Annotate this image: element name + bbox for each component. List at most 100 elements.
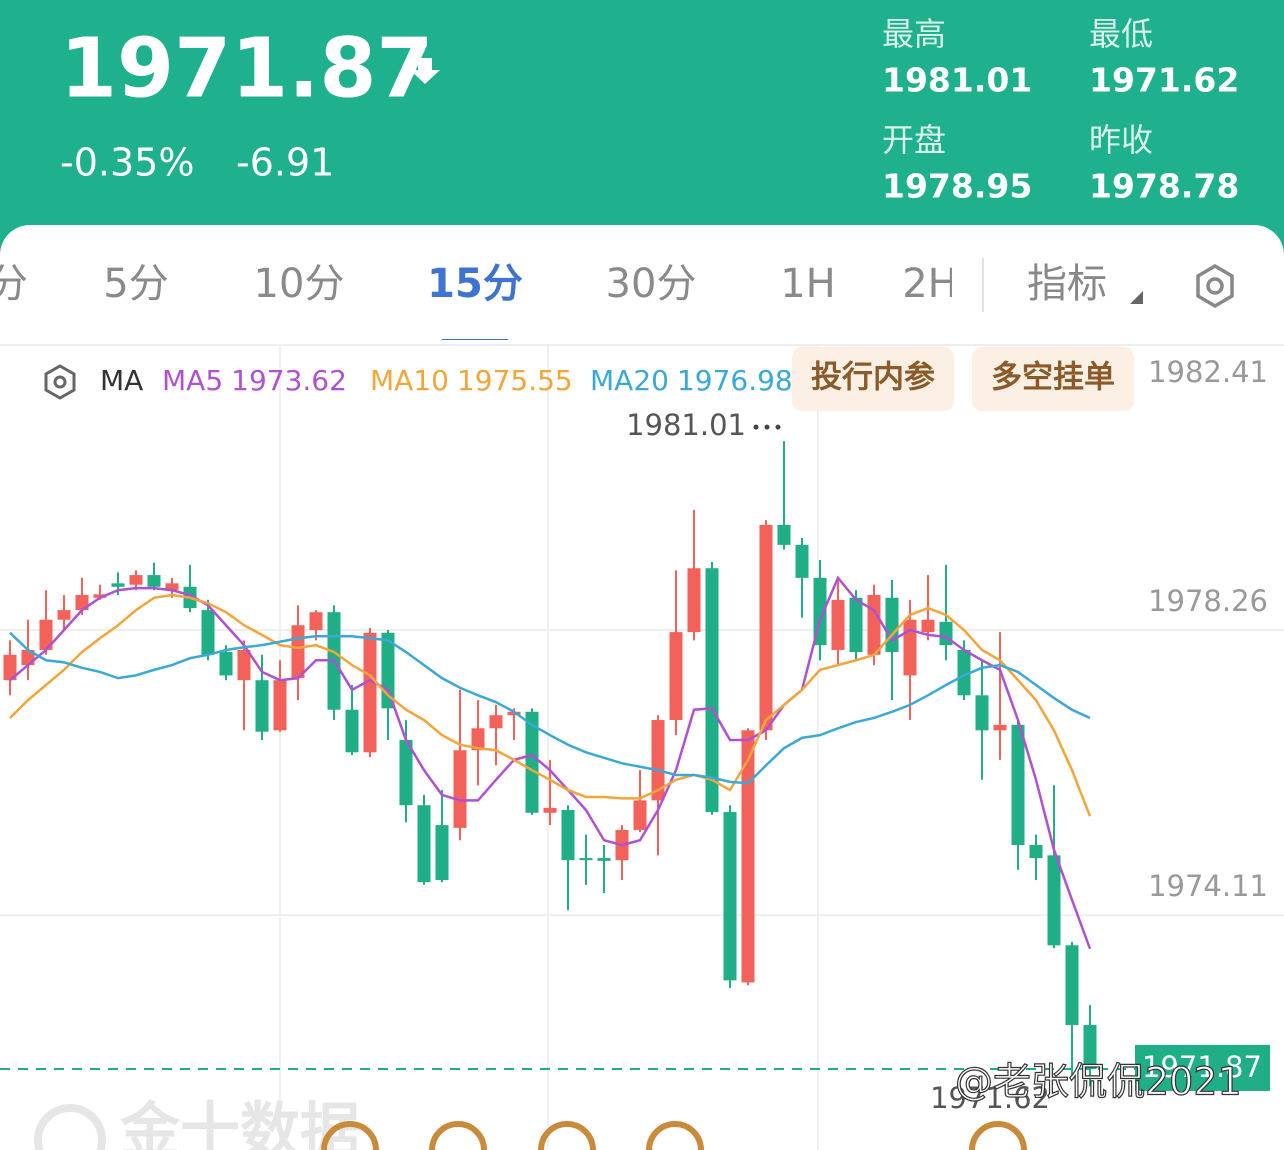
candle-body bbox=[975, 695, 989, 731]
candle-body bbox=[849, 597, 863, 653]
legend-entry: MA5 1973.62 bbox=[162, 364, 347, 397]
legend-entry: MA20 1976.98 bbox=[590, 364, 793, 397]
candle-body bbox=[57, 610, 71, 620]
price: 1971.87 bbox=[60, 21, 433, 116]
candle-body bbox=[111, 583, 125, 587]
candle-body bbox=[345, 709, 359, 753]
candle-body bbox=[867, 595, 881, 655]
ma-settings-icon[interactable] bbox=[44, 364, 76, 400]
candle-body bbox=[147, 575, 161, 587]
high-dots bbox=[764, 424, 770, 430]
candle-body bbox=[1011, 724, 1025, 846]
legend-value: 1975.55 bbox=[457, 364, 573, 397]
candle-body bbox=[957, 649, 971, 696]
stat-label: 昨收 bbox=[1089, 121, 1153, 159]
candle-body bbox=[741, 730, 755, 983]
candle-body bbox=[525, 711, 539, 813]
candle-body bbox=[777, 524, 791, 545]
candle-body bbox=[507, 711, 521, 716]
stat-label: 最低 bbox=[1089, 15, 1153, 53]
watermark: @老张侃侃2021 bbox=[955, 1060, 1242, 1104]
y-tick-label: 1982.41 bbox=[1148, 355, 1268, 389]
candle-body bbox=[273, 680, 287, 731]
candle-body bbox=[453, 750, 467, 828]
candle-body bbox=[489, 715, 503, 729]
tab[interactable]: 分 bbox=[0, 261, 28, 307]
ma-line bbox=[9, 575, 1092, 950]
candle-body bbox=[687, 568, 701, 633]
stat-label: 开盘 bbox=[882, 121, 946, 159]
settings-icon[interactable] bbox=[1196, 263, 1234, 309]
candle-body bbox=[399, 739, 413, 806]
button-label: 多空挂单 bbox=[991, 360, 1115, 396]
candle-body bbox=[759, 524, 773, 731]
coins bbox=[321, 1121, 1027, 1150]
down-arrow bbox=[410, 58, 440, 84]
tab[interactable]: 5分 bbox=[103, 261, 168, 307]
ma-line bbox=[9, 593, 1092, 817]
plot bbox=[0, 441, 1284, 1087]
candle-body bbox=[903, 619, 917, 676]
ma-line bbox=[9, 631, 1091, 785]
last-price-label: 1971.87 bbox=[1142, 1050, 1262, 1084]
change-pct: -0.35% bbox=[60, 141, 194, 185]
stat-label: 最高 bbox=[882, 15, 946, 53]
candle-body bbox=[417, 805, 431, 883]
tab[interactable]: 30分 bbox=[606, 261, 697, 307]
high-label: 1981.01 bbox=[626, 408, 746, 442]
stat-value: 1981.01 bbox=[882, 61, 1032, 100]
candle-body bbox=[309, 612, 323, 631]
candle-body bbox=[705, 568, 719, 813]
candle-body bbox=[291, 625, 305, 679]
legend-value: 1973.62 bbox=[231, 364, 347, 397]
candle-body bbox=[165, 583, 179, 591]
tab-underline bbox=[442, 339, 508, 340]
indicator-name: MA bbox=[100, 364, 143, 397]
y-tick-label: 1978.26 bbox=[1148, 584, 1268, 618]
last-price-tag bbox=[1135, 1044, 1270, 1091]
candle-body bbox=[795, 544, 809, 578]
stats: 最高 1981.01 最低 1971.62 开盘 1978.95 昨收 1978.78 bbox=[882, 15, 1239, 206]
candle-body bbox=[75, 595, 89, 611]
candle-body bbox=[471, 728, 485, 751]
menu-caret bbox=[1130, 291, 1143, 304]
candle-body bbox=[921, 619, 935, 633]
stat-value: 1978.78 bbox=[1089, 167, 1239, 206]
buttons: 投行内参 多空挂单 bbox=[792, 347, 1134, 411]
legend-name: MA10 bbox=[370, 364, 449, 397]
candle-body bbox=[597, 858, 611, 861]
candle-body bbox=[435, 825, 449, 881]
button[interactable] bbox=[792, 347, 954, 411]
tab[interactable]: 15分 bbox=[427, 261, 523, 307]
watermark-logo: 金十数据 bbox=[120, 1097, 360, 1150]
tab[interactable]: 2H bbox=[902, 261, 958, 307]
button-label: 投行内参 bbox=[811, 360, 935, 396]
high-dots bbox=[775, 424, 781, 430]
candle-body bbox=[669, 632, 683, 721]
panel bbox=[0, 225, 1284, 1150]
button[interactable] bbox=[972, 347, 1134, 411]
y-tick-label: 1974.11 bbox=[1148, 869, 1268, 903]
candle-body bbox=[219, 652, 233, 676]
candle-body bbox=[1047, 855, 1061, 946]
indicator-menu[interactable]: 指标 bbox=[1027, 261, 1107, 307]
candle-body bbox=[561, 810, 575, 861]
candle-body bbox=[723, 812, 737, 981]
candle-body bbox=[885, 597, 899, 653]
candle-body bbox=[237, 649, 251, 681]
header-bg bbox=[0, 0, 1284, 260]
tabs[interactable]: 分 5分 10分 15分 30分 1H 2H bbox=[0, 261, 958, 343]
candle-body bbox=[1029, 845, 1043, 859]
candle-body bbox=[255, 680, 269, 732]
tab[interactable]: 10分 bbox=[254, 261, 345, 307]
ma-settings-dot bbox=[53, 375, 67, 389]
low-label: 1971.62 bbox=[930, 1081, 1050, 1115]
candle-body bbox=[579, 858, 593, 861]
tab[interactable]: 1H bbox=[780, 261, 836, 307]
stat-value: 1978.95 bbox=[882, 167, 1032, 206]
candle-body bbox=[201, 610, 215, 655]
legend-value: 1976.98 bbox=[677, 364, 793, 397]
stat-value: 1971.62 bbox=[1089, 61, 1239, 100]
legend-name: MA5 bbox=[162, 364, 223, 397]
